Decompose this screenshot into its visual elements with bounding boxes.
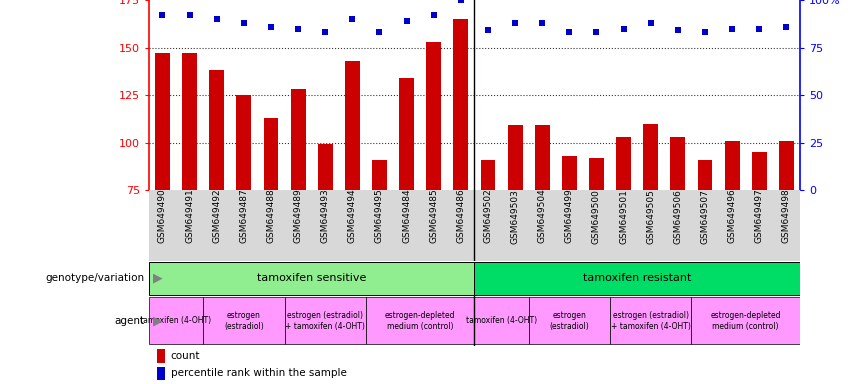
Text: estrogen-depleted
medium (control): estrogen-depleted medium (control) — [711, 311, 781, 331]
Bar — [751, 152, 767, 190]
Bar — [508, 126, 523, 190]
Bar — [203, 297, 284, 344]
Bar — [691, 297, 800, 344]
Bar — [157, 349, 165, 363]
Bar — [616, 137, 631, 190]
Text: estrogen
(estradiol): estrogen (estradiol) — [224, 311, 264, 331]
Bar — [284, 297, 366, 344]
Bar — [155, 53, 170, 190]
Bar — [149, 262, 475, 295]
Text: count: count — [170, 351, 200, 361]
Bar — [366, 297, 474, 344]
Bar — [454, 19, 468, 190]
Text: estrogen (estradiol)
+ tamoxifen (4-OHT): estrogen (estradiol) + tamoxifen (4-OHT) — [285, 311, 365, 331]
Text: percentile rank within the sample: percentile rank within the sample — [170, 368, 346, 378]
Bar — [264, 118, 278, 190]
Text: ▶: ▶ — [153, 314, 163, 327]
Bar — [725, 141, 740, 190]
Text: tamoxifen (4-OHT): tamoxifen (4-OHT) — [466, 316, 537, 325]
Text: estrogen (estradiol)
+ tamoxifen (4-OHT): estrogen (estradiol) + tamoxifen (4-OHT) — [611, 311, 691, 331]
Bar — [643, 124, 658, 190]
Text: estrogen-depleted
medium (control): estrogen-depleted medium (control) — [385, 311, 455, 331]
Bar — [182, 53, 197, 190]
Bar — [399, 78, 414, 190]
Bar — [317, 144, 333, 190]
Bar — [149, 297, 203, 344]
Bar — [475, 262, 800, 295]
Text: ▶: ▶ — [153, 272, 163, 285]
Bar — [534, 126, 550, 190]
Bar — [426, 42, 441, 190]
Bar — [698, 160, 712, 190]
Bar — [237, 95, 251, 190]
Bar — [589, 158, 604, 190]
Bar — [475, 297, 528, 344]
Bar — [157, 367, 165, 380]
Bar — [779, 141, 794, 190]
Bar — [345, 61, 360, 190]
Text: genotype/variation: genotype/variation — [46, 273, 145, 283]
Bar — [528, 297, 610, 344]
Text: tamoxifen resistant: tamoxifen resistant — [583, 273, 691, 283]
Bar — [610, 297, 691, 344]
Text: tamoxifen (4-OHT): tamoxifen (4-OHT) — [140, 316, 212, 325]
Bar — [671, 137, 685, 190]
Bar — [562, 156, 577, 190]
Text: tamoxifen sensitive: tamoxifen sensitive — [257, 273, 367, 283]
Bar — [291, 89, 306, 190]
Bar — [481, 160, 495, 190]
Text: estrogen
(estradiol): estrogen (estradiol) — [550, 311, 589, 331]
Text: agent: agent — [115, 316, 145, 326]
Bar — [372, 160, 387, 190]
Bar — [209, 70, 224, 190]
